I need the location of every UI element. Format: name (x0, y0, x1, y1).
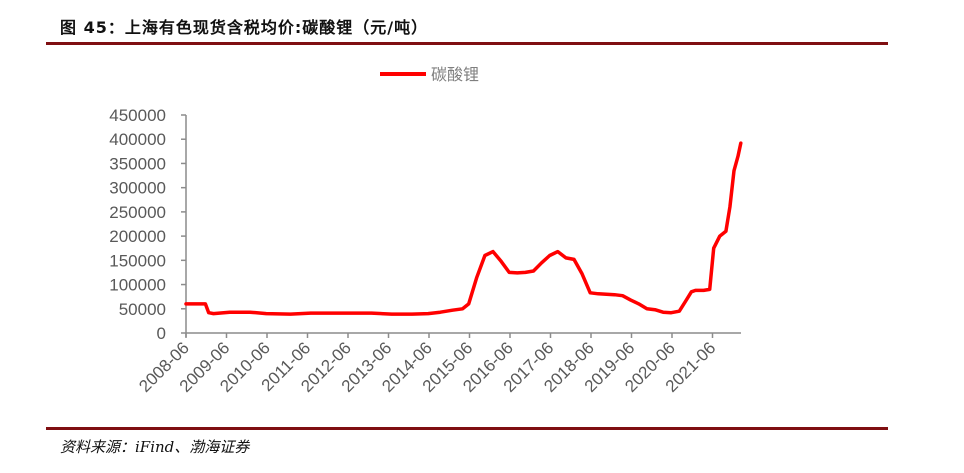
y-tick-label: 250000 (109, 203, 166, 222)
y-tick-label: 50000 (119, 300, 166, 319)
figure-title: 图 45：上海有色现货含税均价:碳酸锂（元/吨） (60, 18, 429, 37)
y-tick-label: 400000 (109, 130, 166, 149)
source-rule (46, 427, 888, 430)
y-axis: 0 50000 100000 150000 200000 250000 300000 3500… (109, 106, 187, 343)
y-tick-label: 200000 (109, 227, 166, 246)
x-axis: 2008-062009-062010-062011-062012-062013-… (135, 332, 741, 396)
legend-label-lithium-carbonate: 碳酸锂 (431, 65, 479, 84)
y-tick-label: 300000 (109, 179, 166, 198)
y-tick-label: 100000 (109, 276, 166, 295)
title-rule (46, 42, 888, 45)
y-tick-label: 350000 (109, 154, 166, 173)
source-note: 资料来源：iFind、渤海证券 (60, 438, 250, 456)
y-tick-label: 150000 (109, 251, 166, 270)
y-tick-label: 0 (157, 324, 166, 343)
y-tick-label: 450000 (109, 106, 166, 125)
series-line-lithium-carbonate (184, 141, 743, 316)
chart-legend: 碳酸锂 (380, 65, 479, 84)
